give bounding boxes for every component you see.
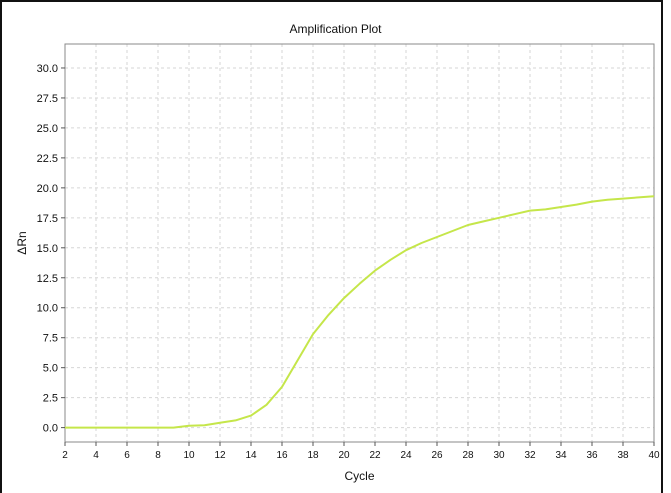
y-tick-label: 20.0 xyxy=(37,183,58,195)
x-tick-label: 4 xyxy=(93,450,99,461)
x-tick-label: 32 xyxy=(524,450,536,461)
x-tick-label: 36 xyxy=(586,450,598,461)
x-tick-label: 24 xyxy=(400,450,412,461)
x-tick-label: 28 xyxy=(462,450,474,461)
y-tick-label: 12.5 xyxy=(37,273,58,285)
y-tick-label: 7.5 xyxy=(43,333,58,345)
x-axis: 2 4 6 8 10 12 14 16 18 20 22 24 26 28 30 32 34 36 38 40 xyxy=(62,442,660,461)
x-tick-label: 20 xyxy=(338,450,350,461)
y-axis: 0.0 2.5 5.0 7.5 10.0 12.5 15.0 17.5 20.0 22.5 25.0… xyxy=(37,63,65,435)
y-tick-label: 10.0 xyxy=(37,303,58,315)
grid-lines xyxy=(65,44,654,442)
y-tick-label: 5.0 xyxy=(43,363,58,375)
x-tick-label: 16 xyxy=(276,450,288,461)
y-tick-label: 17.5 xyxy=(37,213,58,225)
x-tick-label: 8 xyxy=(155,450,161,461)
y-tick-label: 30.0 xyxy=(37,63,58,75)
y-tick-label: 0.0 xyxy=(43,423,58,435)
y-tick-label: 15.0 xyxy=(37,243,58,255)
x-tick-label: 34 xyxy=(555,450,567,461)
x-tick-label: 10 xyxy=(183,450,195,461)
x-tick-label: 38 xyxy=(617,450,629,461)
series-line xyxy=(65,195,655,429)
x-tick-label: 30 xyxy=(493,450,505,461)
x-tick-label: 22 xyxy=(369,450,381,461)
y-tick-label: 27.5 xyxy=(37,93,58,105)
x-tick-label: 40 xyxy=(648,450,660,461)
y-tick-label: 25.0 xyxy=(37,123,58,135)
x-tick-label: 18 xyxy=(307,450,319,461)
series-group xyxy=(65,195,655,429)
x-tick-label: 2 xyxy=(62,450,68,461)
y-tick-label: 22.5 xyxy=(37,153,58,165)
plot-area xyxy=(64,43,655,443)
chart-title: Amplification Plot xyxy=(289,22,382,36)
x-axis-label: Cycle xyxy=(344,469,374,483)
x-tick-label: 6 xyxy=(124,450,130,461)
x-tick-label: 12 xyxy=(214,450,226,461)
y-tick-label: 2.5 xyxy=(43,393,58,405)
x-tick-label: 26 xyxy=(431,450,443,461)
y-axis-label: ΔRn xyxy=(15,231,29,254)
x-tick-label: 14 xyxy=(245,450,257,461)
